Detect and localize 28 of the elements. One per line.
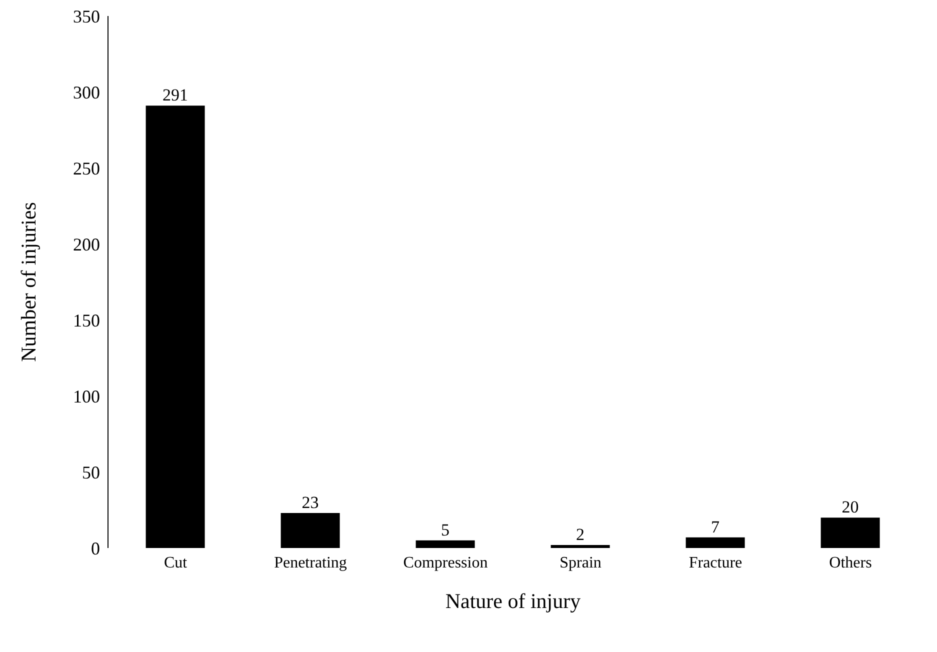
bar: [686, 537, 745, 548]
bar: [416, 540, 475, 548]
y-tick-label: 0: [91, 538, 100, 558]
x-tick-label: Others: [829, 554, 872, 572]
x-tick-label: Cut: [164, 554, 188, 572]
bar: [146, 106, 205, 548]
x-tick-label: Sprain: [560, 554, 602, 572]
y-tick-label: 200: [73, 234, 100, 254]
x-tick-label: Fracture: [688, 554, 742, 572]
data-label: 20: [842, 498, 859, 517]
y-tick-label: 50: [82, 462, 100, 482]
x-tick-label: Compression: [403, 554, 488, 572]
data-label: 2: [576, 524, 585, 544]
bar: [550, 544, 610, 548]
x-axis-title: Nature of injury: [445, 589, 582, 613]
bar: [280, 513, 340, 548]
data-label: 291: [162, 86, 188, 105]
data-label: 5: [441, 520, 450, 540]
bar: [820, 518, 880, 548]
y-axis-title: Number of injuries: [16, 202, 40, 362]
x-tick-label: Penetrating: [274, 554, 347, 572]
y-tick-label: 300: [73, 82, 100, 102]
data-label: 23: [302, 493, 319, 512]
data-label: 7: [711, 517, 720, 536]
y-tick-label: 350: [73, 6, 100, 26]
y-tick-label: 250: [73, 158, 100, 178]
y-tick-label: 150: [73, 310, 100, 330]
y-tick-label: 100: [73, 386, 100, 406]
